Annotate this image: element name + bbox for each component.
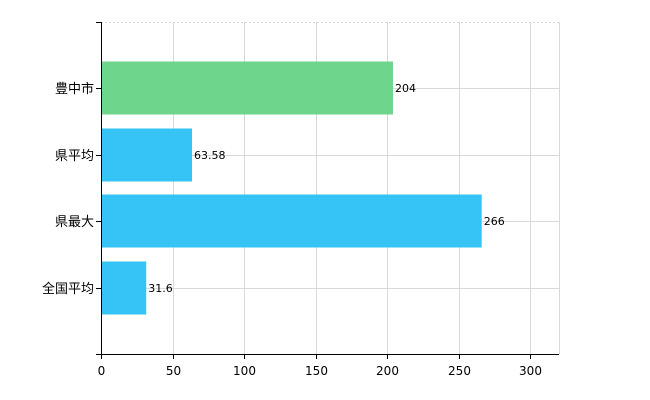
- category-label: 県最大: [55, 215, 94, 230]
- bar: [101, 128, 192, 182]
- x-tick-label: 300: [519, 364, 542, 378]
- category-label: 豊中市: [55, 81, 94, 97]
- x-tick-label: 50: [166, 364, 181, 378]
- data-label: 63.58: [194, 149, 226, 162]
- data-label: 204: [395, 82, 416, 95]
- x-tick-label: 250: [448, 364, 471, 378]
- category-label: 全国平均: [42, 281, 94, 297]
- x-tick-label: 200: [376, 364, 399, 378]
- x-tick-label: 0: [98, 364, 106, 378]
- bar: [101, 61, 393, 115]
- data-label: 31.6: [148, 282, 173, 295]
- bars: [101, 61, 482, 315]
- bar: [101, 194, 482, 248]
- category-label: 県平均: [55, 149, 94, 164]
- labels: 204 63.58 266 31.6 0 50 100 150 200 250 300 豊中市県平均県…: [42, 81, 542, 378]
- bar: [101, 261, 147, 315]
- x-tick-label: 100: [233, 364, 256, 378]
- axes: [96, 22, 559, 359]
- x-tick-label: 150: [305, 364, 328, 378]
- data-label: 266: [484, 215, 505, 228]
